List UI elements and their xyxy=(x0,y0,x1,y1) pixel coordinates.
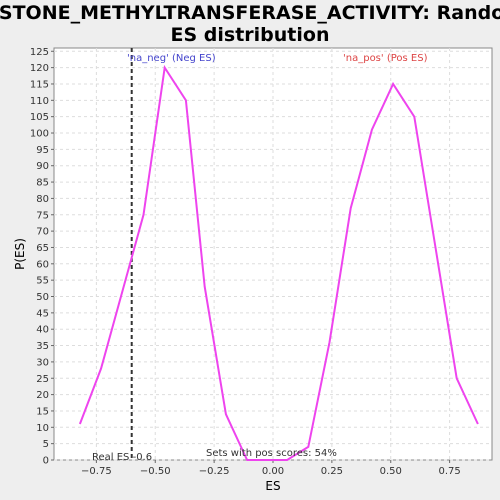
y-tick-label: 120 xyxy=(30,63,49,74)
y-tick-label: 65 xyxy=(36,243,49,254)
y-tick-label: 45 xyxy=(36,308,49,319)
tick-layer: 0 5 10 15 20 25 30 35 40 45 50 55 60 65 70 75 80 85 90 95 10… xyxy=(30,47,461,477)
y-tick-label: 0 xyxy=(43,456,49,467)
chart-title-line-2: ES distribution xyxy=(171,24,330,46)
neg-es-label: 'na_neg' (Neg ES) xyxy=(127,53,216,64)
y-tick-label: 70 xyxy=(36,227,49,238)
y-tick-label: 125 xyxy=(30,47,49,58)
x-tick-label: 0.50 xyxy=(380,466,402,477)
y-tick-label: 75 xyxy=(36,210,49,221)
y-tick-label: 90 xyxy=(36,161,49,172)
y-tick-label: 35 xyxy=(36,341,49,352)
y-tick-label: 20 xyxy=(36,390,49,401)
y-tick-label: 85 xyxy=(36,178,49,189)
y-tick-label: 110 xyxy=(30,96,49,107)
y-tick-label: 15 xyxy=(36,406,49,417)
x-tick-label: −0.50 xyxy=(140,466,171,477)
y-tick-label: 80 xyxy=(36,194,49,205)
x-tick-label: −0.75 xyxy=(81,466,112,477)
y-tick-label: 50 xyxy=(36,292,49,303)
x-axis-label: ES xyxy=(265,479,280,493)
y-tick-label: 95 xyxy=(36,145,49,156)
y-tick-label: 40 xyxy=(36,325,49,336)
y-tick-label: 30 xyxy=(36,357,49,368)
y-tick-label: 100 xyxy=(30,129,49,140)
y-tick-label: 105 xyxy=(30,112,49,123)
chart-title-line-1: HISTONE_METHYLTRANSFERASE_ACTIVITY: Rand… xyxy=(0,2,500,24)
grid-layer xyxy=(54,48,492,461)
real-es-label: Real ES -0.6 xyxy=(92,452,152,463)
pos-scores-label: Sets with pos scores: 54% xyxy=(206,448,337,459)
y-tick-label: 60 xyxy=(36,259,49,270)
x-tick-label: 0.75 xyxy=(438,466,460,477)
y-axis-label: P(ES) xyxy=(13,238,27,270)
y-tick-label: 25 xyxy=(36,374,49,385)
es-distribution-series-line xyxy=(78,64,479,461)
y-tick-label: 10 xyxy=(36,423,49,434)
x-tick-label: −0.25 xyxy=(199,466,230,477)
pos-es-label: 'na_pos' (Pos ES) xyxy=(343,53,428,64)
x-tick-label: 0.25 xyxy=(321,466,343,477)
x-tick-label: 0.00 xyxy=(262,466,284,477)
y-tick-label: 5 xyxy=(43,439,49,450)
y-tick-label: 55 xyxy=(36,276,49,287)
y-tick-label: 115 xyxy=(30,79,49,90)
